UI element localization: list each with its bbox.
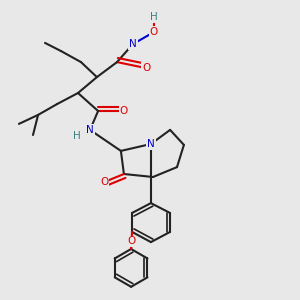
Text: O: O <box>120 106 128 116</box>
Text: O: O <box>142 63 150 73</box>
Text: O: O <box>150 27 158 37</box>
Text: H: H <box>73 131 81 141</box>
Text: N: N <box>147 139 155 149</box>
Text: N: N <box>86 125 94 135</box>
Text: O: O <box>100 177 108 187</box>
Text: N: N <box>129 39 137 49</box>
Text: O: O <box>128 236 136 247</box>
Text: H: H <box>150 12 158 22</box>
